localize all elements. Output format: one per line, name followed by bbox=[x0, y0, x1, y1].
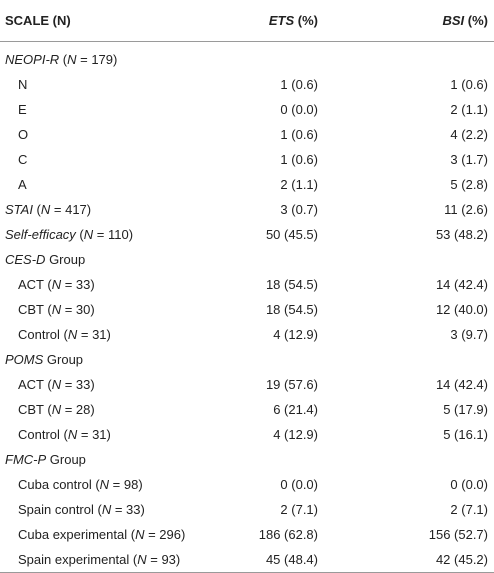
table-row: ACT (N = 33) 18 (54.5) 14 (42.4) bbox=[0, 272, 494, 297]
bsi-value: 14 (42.4) bbox=[435, 277, 488, 292]
bsi-value: 2 (1.1) bbox=[450, 102, 488, 117]
section-label: POMS Group bbox=[5, 352, 84, 367]
ets-value: 50 (45.5) bbox=[265, 227, 318, 242]
table-row: Cuba experimental (N = 296) 186 (62.8) 156… bbox=[0, 522, 494, 547]
section-label: STAI (N = 417) bbox=[5, 202, 92, 217]
table-row: Spain experimental (N = 93) 45 (48.4) 42 (… bbox=[0, 547, 494, 572]
ets-value: 0 (0.0) bbox=[280, 102, 318, 117]
row-label: Cuba control (N = 98) bbox=[18, 477, 143, 492]
row-label: CBT (N = 30) bbox=[18, 302, 95, 317]
table-row: N 1 (0.6) 1 (0.6) bbox=[0, 72, 494, 97]
row-label: ACT (N = 33) bbox=[18, 277, 95, 292]
ets-value: 2 (7.1) bbox=[280, 502, 318, 517]
section-label: CES-D Group bbox=[5, 252, 86, 267]
bsi-value: 42 (45.2) bbox=[435, 552, 488, 567]
ets-value: 6 (21.4) bbox=[273, 402, 318, 417]
section-label: FMC-P Group bbox=[5, 452, 86, 467]
row-label: ACT (N = 33) bbox=[18, 377, 95, 392]
bsi-value: 2 (7.1) bbox=[450, 502, 488, 517]
section-row: POMS Group bbox=[0, 347, 494, 372]
bsi-value: 5 (2.8) bbox=[450, 177, 488, 192]
row-label: C bbox=[18, 152, 28, 167]
section-row: Self-efficacy (N = 110) 50 (45.5) 53 (48.2… bbox=[0, 222, 494, 247]
row-label: Spain experimental (N = 93) bbox=[18, 552, 181, 567]
ets-value: 45 (48.4) bbox=[265, 552, 318, 567]
table-row: Spain control (N = 33) 2 (7.1) 2 (7.1) bbox=[0, 497, 494, 522]
bsi-value: 3 (9.7) bbox=[450, 327, 488, 342]
section-row: CES-D Group bbox=[0, 247, 494, 272]
table-row: O 1 (0.6) 4 (2.2) bbox=[0, 122, 494, 147]
bsi-value: 1 (0.6) bbox=[450, 77, 488, 92]
section-row: STAI (N = 417) 3 (0.7) 11 (2.6) bbox=[0, 197, 494, 222]
ets-value: 4 (12.9) bbox=[273, 427, 318, 442]
ets-value: 19 (57.6) bbox=[265, 377, 318, 392]
bsi-value: 156 (52.7) bbox=[428, 527, 488, 542]
row-label: A bbox=[18, 177, 27, 192]
row-label: CBT (N = 28) bbox=[18, 402, 95, 417]
bsi-value: 5 (16.1) bbox=[443, 427, 488, 442]
bsi-value: 5 (17.9) bbox=[443, 402, 488, 417]
bsi-value: 0 (0.0) bbox=[450, 477, 488, 492]
row-label: N bbox=[18, 77, 28, 92]
row-label: Spain control (N = 33) bbox=[18, 502, 145, 517]
ets-value: 1 (0.6) bbox=[280, 77, 318, 92]
bsi-value: 14 (42.4) bbox=[435, 377, 488, 392]
row-label: Control (N = 31) bbox=[18, 327, 111, 342]
table-row: Control (N = 31) 4 (12.9) 5 (16.1) bbox=[0, 422, 494, 447]
table-row: Cuba control (N = 98) 0 (0.0) 0 (0.0) bbox=[0, 472, 494, 497]
ets-value: 0 (0.0) bbox=[280, 477, 318, 492]
ets-value: 18 (54.5) bbox=[265, 302, 318, 317]
header-scale: SCALE (N) bbox=[5, 13, 71, 28]
table-row: C 1 (0.6) 3 (1.7) bbox=[0, 147, 494, 172]
ets-value: 1 (0.6) bbox=[280, 127, 318, 142]
table-body: NEOPI-R (N = 179) N 1 (0.6) 1 (0.6) E 0 (0.0)… bbox=[0, 47, 494, 572]
bsi-value: 12 (40.0) bbox=[435, 302, 488, 317]
ets-value: 18 (54.5) bbox=[265, 277, 318, 292]
table-header: SCALE (N) ETS (%) BSI (%) bbox=[0, 0, 494, 42]
ets-value: 186 (62.8) bbox=[258, 527, 318, 542]
bsi-value: 53 (48.2) bbox=[435, 227, 488, 242]
section-label: NEOPI-R (N = 179) bbox=[5, 52, 118, 67]
table-row: E 0 (0.0) 2 (1.1) bbox=[0, 97, 494, 122]
table-row: CBT (N = 28) 6 (21.4) 5 (17.9) bbox=[0, 397, 494, 422]
bsi-value: 4 (2.2) bbox=[450, 127, 488, 142]
ets-value: 1 (0.6) bbox=[280, 152, 318, 167]
table-row: CBT (N = 30) 18 (54.5) 12 (40.0) bbox=[0, 297, 494, 322]
ets-value: 4 (12.9) bbox=[273, 327, 318, 342]
ets-value: 2 (1.1) bbox=[280, 177, 318, 192]
table-row: Control (N = 31) 4 (12.9) 3 (9.7) bbox=[0, 322, 494, 347]
header-ets: ETS (%) bbox=[268, 13, 318, 28]
section-label: Self-efficacy (N = 110) bbox=[5, 227, 134, 242]
section-row: NEOPI-R (N = 179) bbox=[0, 47, 494, 72]
header-bsi: BSI (%) bbox=[442, 13, 488, 28]
bsi-value: 11 (2.6) bbox=[444, 202, 488, 217]
row-label: Cuba experimental (N = 296) bbox=[18, 527, 186, 542]
row-label: Control (N = 31) bbox=[18, 427, 111, 442]
ets-value: 3 (0.7) bbox=[280, 202, 318, 217]
row-label: O bbox=[18, 127, 29, 142]
bsi-value: 3 (1.7) bbox=[450, 152, 488, 167]
table-row: A 2 (1.1) 5 (2.8) bbox=[0, 172, 494, 197]
table-row: ACT (N = 33) 19 (57.6) 14 (42.4) bbox=[0, 372, 494, 397]
row-label: E bbox=[18, 102, 27, 117]
section-row: FMC-P Group bbox=[0, 447, 494, 472]
